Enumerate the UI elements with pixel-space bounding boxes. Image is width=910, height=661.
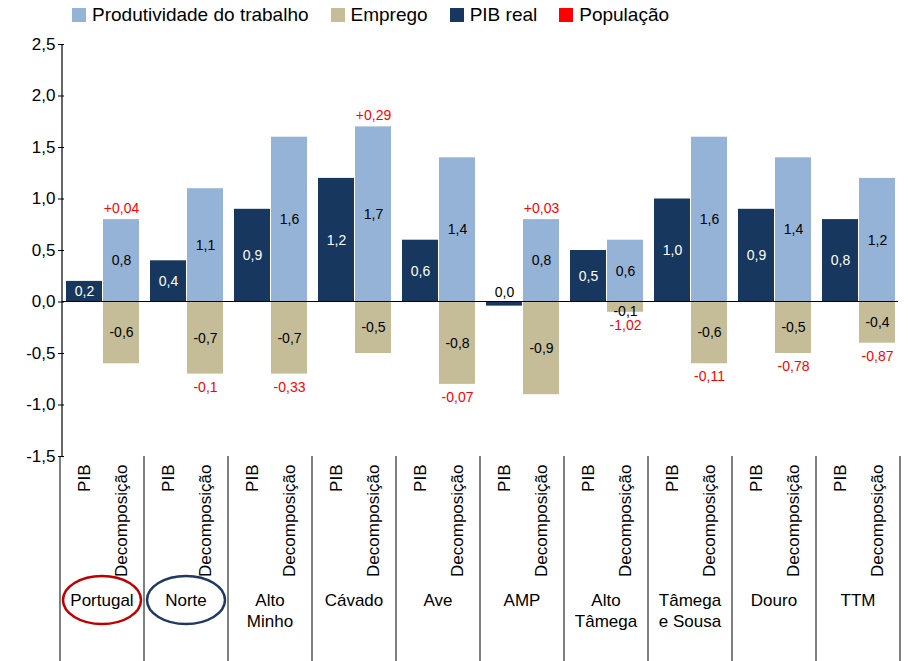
svg-text:0,9: 0,9 [747,247,767,263]
svg-text:-0,07: -0,07 [442,389,474,405]
svg-text:-0,5: -0,5 [361,319,385,335]
svg-text:PIB: PIB [495,465,514,492]
svg-text:1,2: 1,2 [868,232,888,248]
svg-text:0,5: 0,5 [579,268,599,284]
svg-text:0,5: 0,5 [32,241,56,260]
svg-text:1,4: 1,4 [784,221,804,237]
svg-text:Portugal: Portugal [70,591,133,610]
svg-text:Decomposição: Decomposição [868,465,887,577]
svg-text:PIB: PIB [747,465,766,492]
svg-text:PIB: PIB [159,465,178,492]
html-text:População: População [579,4,669,25]
svg-text:1,0: 1,0 [663,242,683,258]
svg-text:-0,33: -0,33 [274,379,306,395]
svg-text:-0,9: -0,9 [529,340,553,356]
svg-text:Decomposição: Decomposição [532,465,551,577]
svg-text:Decomposição: Decomposição [784,465,803,577]
svg-text:0,8: 0,8 [112,252,132,268]
svg-text:1,2: 1,2 [327,232,347,248]
svg-text:-0,5: -0,5 [26,344,55,363]
svg-text:PIB: PIB [327,465,346,492]
svg-text:Decomposição: Decomposição [700,465,719,577]
svg-text:-0,1: -0,1 [613,303,638,320]
html-text:Produtividade do trabalho: Produtividade do trabalho [92,4,309,25]
svg-text:0,9: 0,9 [243,247,263,263]
svg-text:-0,4: -0,4 [865,314,889,330]
svg-text:Tâmegae Sousa: Tâmegae Sousa [659,591,722,631]
svg-text:2,5: 2,5 [32,35,56,54]
svg-text:PIB: PIB [579,465,598,492]
svg-text:1,6: 1,6 [280,211,300,227]
svg-text:-0,6: -0,6 [109,324,133,340]
svg-text:+0,29: +0,29 [356,107,392,123]
html-text:PIB real: PIB real [469,4,538,25]
svg-text:AltoMinho: AltoMinho [247,591,293,631]
svg-text:-0,7: -0,7 [277,330,301,346]
svg-text:1,7: 1,7 [364,206,384,222]
svg-text:PIB: PIB [663,465,682,492]
svg-text:-0,8: -0,8 [445,335,469,351]
svg-text:1,4: 1,4 [448,221,468,237]
svg-text:0,2: 0,2 [75,283,95,299]
svg-text:Cávado: Cávado [325,591,384,610]
svg-text:PIB: PIB [243,465,262,492]
svg-text:-0,87: -0,87 [862,348,894,364]
svg-text:Decomposição: Decomposição [616,465,635,577]
svg-text:1,1: 1,1 [196,237,216,253]
svg-text:1,0: 1,0 [32,189,56,208]
svg-text:0,8: 0,8 [831,252,851,268]
svg-text:Decomposição: Decomposição [364,465,383,577]
svg-text:AltoTâmega: AltoTâmega [575,591,638,631]
svg-text:TTM: TTM [841,591,876,610]
svg-text:Decomposição: Decomposição [196,465,215,577]
svg-text:Norte: Norte [165,591,207,610]
svg-text:-1,0: -1,0 [26,395,55,414]
svg-text:0,0: 0,0 [495,284,515,300]
svg-text:-0,6: -0,6 [697,324,721,340]
svg-text:-1,02: -1,02 [610,317,642,333]
svg-text:-0,1: -0,1 [193,379,217,395]
svg-text:-0,11: -0,11 [694,368,725,384]
svg-text:0,6: 0,6 [616,263,636,279]
svg-text:0,4: 0,4 [159,273,179,289]
html-text:Emprego: Emprego [350,4,428,25]
svg-text:PIB: PIB [831,465,850,492]
svg-text:PIB: PIB [411,465,430,492]
svg-text:0,0: 0,0 [32,292,56,311]
svg-text:1,6: 1,6 [700,211,720,227]
svg-text:Decomposição: Decomposição [280,465,299,577]
svg-text:0,6: 0,6 [411,263,431,279]
svg-text:-0,5: -0,5 [781,319,805,335]
svg-text:Douro: Douro [751,591,797,610]
svg-text:AMP: AMP [504,591,541,610]
svg-text:-0,7: -0,7 [193,330,217,346]
svg-text:2,0: 2,0 [32,86,56,105]
svg-text:-0,78: -0,78 [778,358,810,374]
svg-text:+0,04: +0,04 [104,200,140,216]
svg-text:Ave: Ave [424,591,453,610]
svg-text:0,8: 0,8 [532,252,552,268]
svg-text:-1,5: -1,5 [26,447,55,466]
svg-text:Decomposição: Decomposição [112,465,131,577]
svg-text:1,5: 1,5 [32,138,56,157]
svg-text:PIB: PIB [75,465,94,492]
svg-text:Decomposição: Decomposição [448,465,467,577]
svg-text:+0,03: +0,03 [524,200,560,216]
